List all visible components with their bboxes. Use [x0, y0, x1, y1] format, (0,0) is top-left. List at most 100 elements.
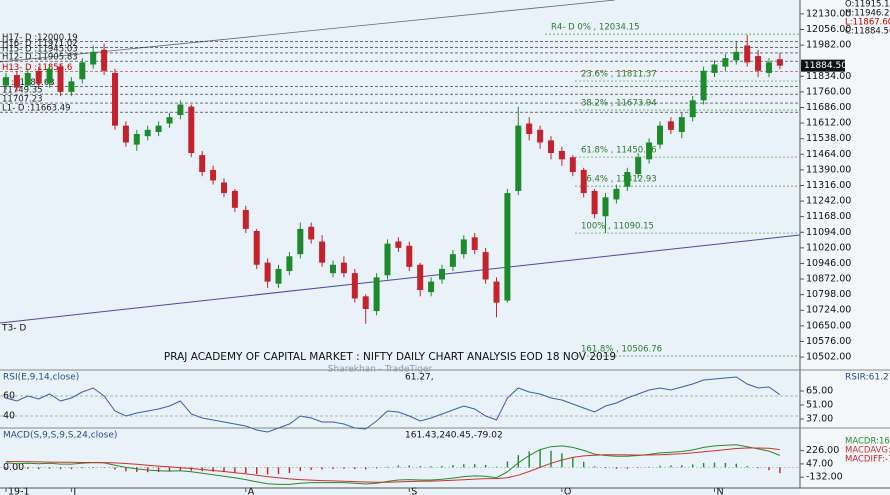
x-tick-label: S: [411, 487, 417, 495]
macd-hist-bar: [768, 467, 770, 471]
candle-body: [558, 150, 565, 160]
macd-hist-bar: [157, 467, 160, 473]
candle-body: [591, 190, 598, 215]
level-label: 40: [3, 411, 15, 422]
macd-hist-bar: [463, 464, 465, 468]
y-tick-label: 10502.00: [806, 352, 851, 363]
candle-body: [504, 193, 511, 301]
y-tick-label: 11390.00: [806, 164, 851, 175]
y-tick-label: 11686.00: [806, 102, 851, 113]
macd-hist-bar: [343, 467, 345, 469]
y-tick-label: 11612.00: [806, 118, 851, 129]
candle-body: [253, 231, 260, 265]
candle-body: [13, 75, 20, 88]
candle-body: [340, 262, 347, 274]
candle-body: [166, 117, 173, 124]
macd-hist-bar: [659, 465, 661, 468]
macd-hist-bar: [48, 467, 51, 469]
candle-body: [689, 100, 696, 118]
candle-body: [471, 237, 478, 250]
macd-hist-bar: [321, 467, 323, 470]
macd-hist-bar: [735, 463, 737, 468]
candle-body: [613, 188, 620, 200]
y-tick-label: 10872.00: [806, 274, 851, 285]
candle-body: [242, 209, 249, 229]
macd-hist-bar: [256, 467, 258, 475]
candle-body: [330, 264, 336, 274]
pivot-label: L1- D :11663.49: [2, 104, 71, 114]
macd-hist-bar: [212, 467, 214, 472]
candle-body: [526, 123, 533, 135]
candle-body: [766, 62, 772, 73]
trend-line: [0, 234, 801, 324]
rsi-right-label: RSIR:61.27: [845, 373, 890, 383]
candle-body: [286, 256, 293, 272]
candle-body: [667, 121, 674, 130]
candle-body: [493, 281, 500, 303]
macd-hist-bar: [484, 465, 487, 468]
macd-hist-bar: [626, 467, 628, 469]
ohlc-info: H:11946.20: [845, 9, 890, 19]
y-tick-label: 226.00: [806, 445, 839, 456]
y-tick-label: 11760.00: [806, 86, 851, 97]
x-tick-label: 19-1: [8, 487, 30, 495]
y-tick-label: 10946.00: [806, 258, 851, 269]
macd-hist-bar: [27, 467, 29, 469]
macd-hist-bar: [223, 467, 225, 473]
y-tick-label: 65.00: [806, 386, 833, 397]
candle-body: [548, 140, 554, 154]
candle-body: [351, 273, 358, 299]
fib-label: 76.4% , 11312.93: [581, 175, 657, 185]
macd-hist-bar: [583, 461, 585, 468]
candle-body: [79, 62, 86, 80]
macd-hist-bar: [593, 466, 596, 468]
macd-hist-bar: [452, 465, 454, 468]
macd-hist-bar: [604, 467, 607, 469]
y-tick-label: 47.00: [806, 458, 833, 469]
macd-hist-bar: [441, 465, 443, 468]
candle-body: [221, 182, 227, 194]
candle-body: [112, 72, 118, 126]
macd-line: [5, 447, 780, 483]
pivot-label: H13- D :11855.6: [2, 63, 72, 73]
candle-body: [569, 157, 576, 172]
macd-hist-bar: [539, 449, 541, 468]
candle-body: [460, 239, 467, 255]
candle-body: [515, 125, 522, 191]
candle-body: [210, 169, 217, 181]
candle-body: [678, 117, 685, 132]
level-label: 60: [3, 391, 15, 402]
macd-hist-bar: [615, 467, 618, 469]
macd-hist-bar: [234, 467, 236, 473]
rsi-line: [5, 376, 781, 433]
macd-hist-bar: [70, 467, 73, 470]
rsi-label: RSI(E,9,14,close): [3, 373, 79, 383]
macd-hist-bar: [386, 466, 389, 468]
macd-hist-bar: [266, 467, 269, 475]
macd-hist-bar: [779, 467, 781, 474]
macd-hist-bar: [332, 467, 334, 470]
y-tick-label: -132.00: [806, 472, 843, 483]
watermark: Sharekhan - TradeTiger: [328, 365, 433, 375]
candle-body: [406, 245, 413, 267]
candle-body: [776, 59, 783, 66]
candle-body: [646, 142, 653, 160]
candle-body: [155, 125, 162, 132]
macd-hist-bar: [681, 465, 683, 468]
x-tick-label: J: [72, 487, 76, 495]
macd-hist-bar: [713, 462, 716, 468]
candle-body: [482, 252, 489, 280]
macd-hist-bar: [648, 466, 650, 468]
y-tick-label: 10650.00: [806, 320, 851, 331]
fib-label: 100% , 11090.15: [581, 222, 654, 232]
y-tick-label: 37.00: [806, 414, 833, 425]
candle-body: [3, 77, 9, 86]
ohlc-info: C:11884.50: [845, 27, 890, 37]
y-tick-label: 12056.00: [806, 24, 851, 35]
last-price-box: [801, 59, 845, 72]
macd-value: 161.43,240.45,-79.02: [405, 431, 503, 441]
pivot-label: H15- D :11945.03: [2, 44, 78, 54]
macd-hist-bar: [354, 467, 356, 470]
